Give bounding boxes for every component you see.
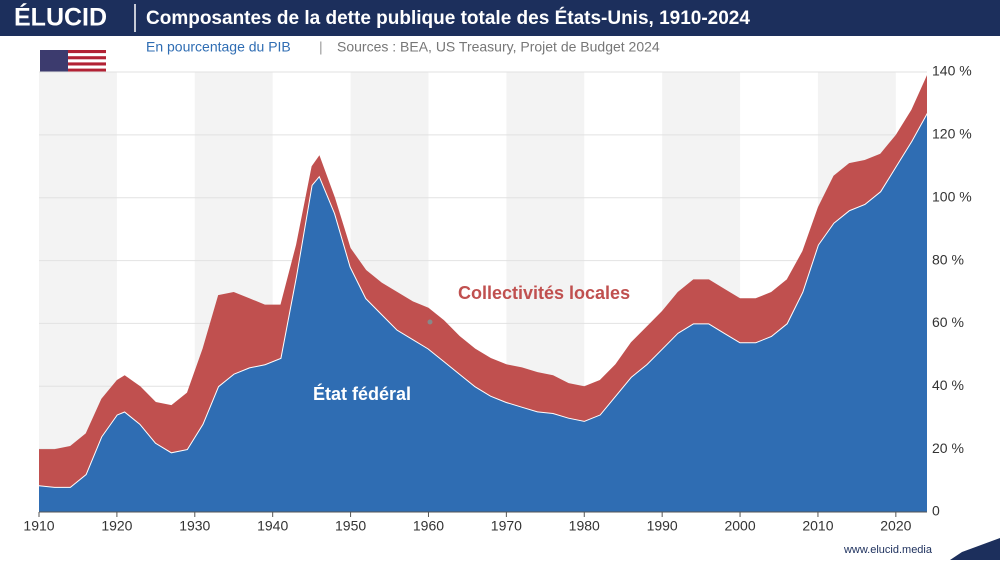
series-label: Collectivités locales — [458, 283, 630, 303]
y-tick-label: 60 % — [932, 314, 964, 330]
area — [39, 112, 927, 512]
y-tick-label: 140 % — [932, 63, 972, 79]
x-tick-label: 2000 — [724, 518, 755, 534]
y-tick-label: 0 — [932, 503, 940, 519]
header-bar — [0, 0, 1000, 36]
x-tick-label: 2010 — [802, 518, 833, 534]
x-tick-label: 1940 — [257, 518, 288, 534]
x-tick-label: 1980 — [569, 518, 600, 534]
logo: ÉLUCID — [14, 3, 107, 32]
y-tick-label: 40 % — [932, 377, 964, 393]
y-tick-label: 120 % — [932, 126, 972, 142]
separator-bar: | — [319, 39, 323, 55]
x-tick-label: 1920 — [101, 518, 132, 534]
x-tick-label: 2020 — [880, 518, 911, 534]
x-tick-label: 1910 — [23, 518, 54, 534]
y-tick-label: 80 % — [932, 251, 964, 267]
y-tick-label: 100 % — [932, 188, 972, 204]
source: Sources : BEA, US Treasury, Projet de Bu… — [337, 39, 660, 55]
chart-title: Composantes de la dette publique totale … — [146, 7, 750, 29]
pointer-dot — [427, 319, 433, 325]
area-edge — [38, 112, 928, 488]
series-label: État fédéral — [313, 383, 411, 404]
x-tick-label: 1950 — [335, 518, 366, 534]
subtitle: En pourcentage du PIB — [146, 39, 291, 55]
x-tick-label: 1990 — [647, 518, 678, 534]
y-tick-label: 20 % — [932, 440, 964, 456]
x-tick-label: 1970 — [491, 518, 522, 534]
x-tick-label: 1960 — [413, 518, 444, 534]
footer-band — [950, 538, 1000, 560]
x-tick-label: 1930 — [179, 518, 210, 534]
footer: www.elucid.media — [843, 544, 933, 556]
